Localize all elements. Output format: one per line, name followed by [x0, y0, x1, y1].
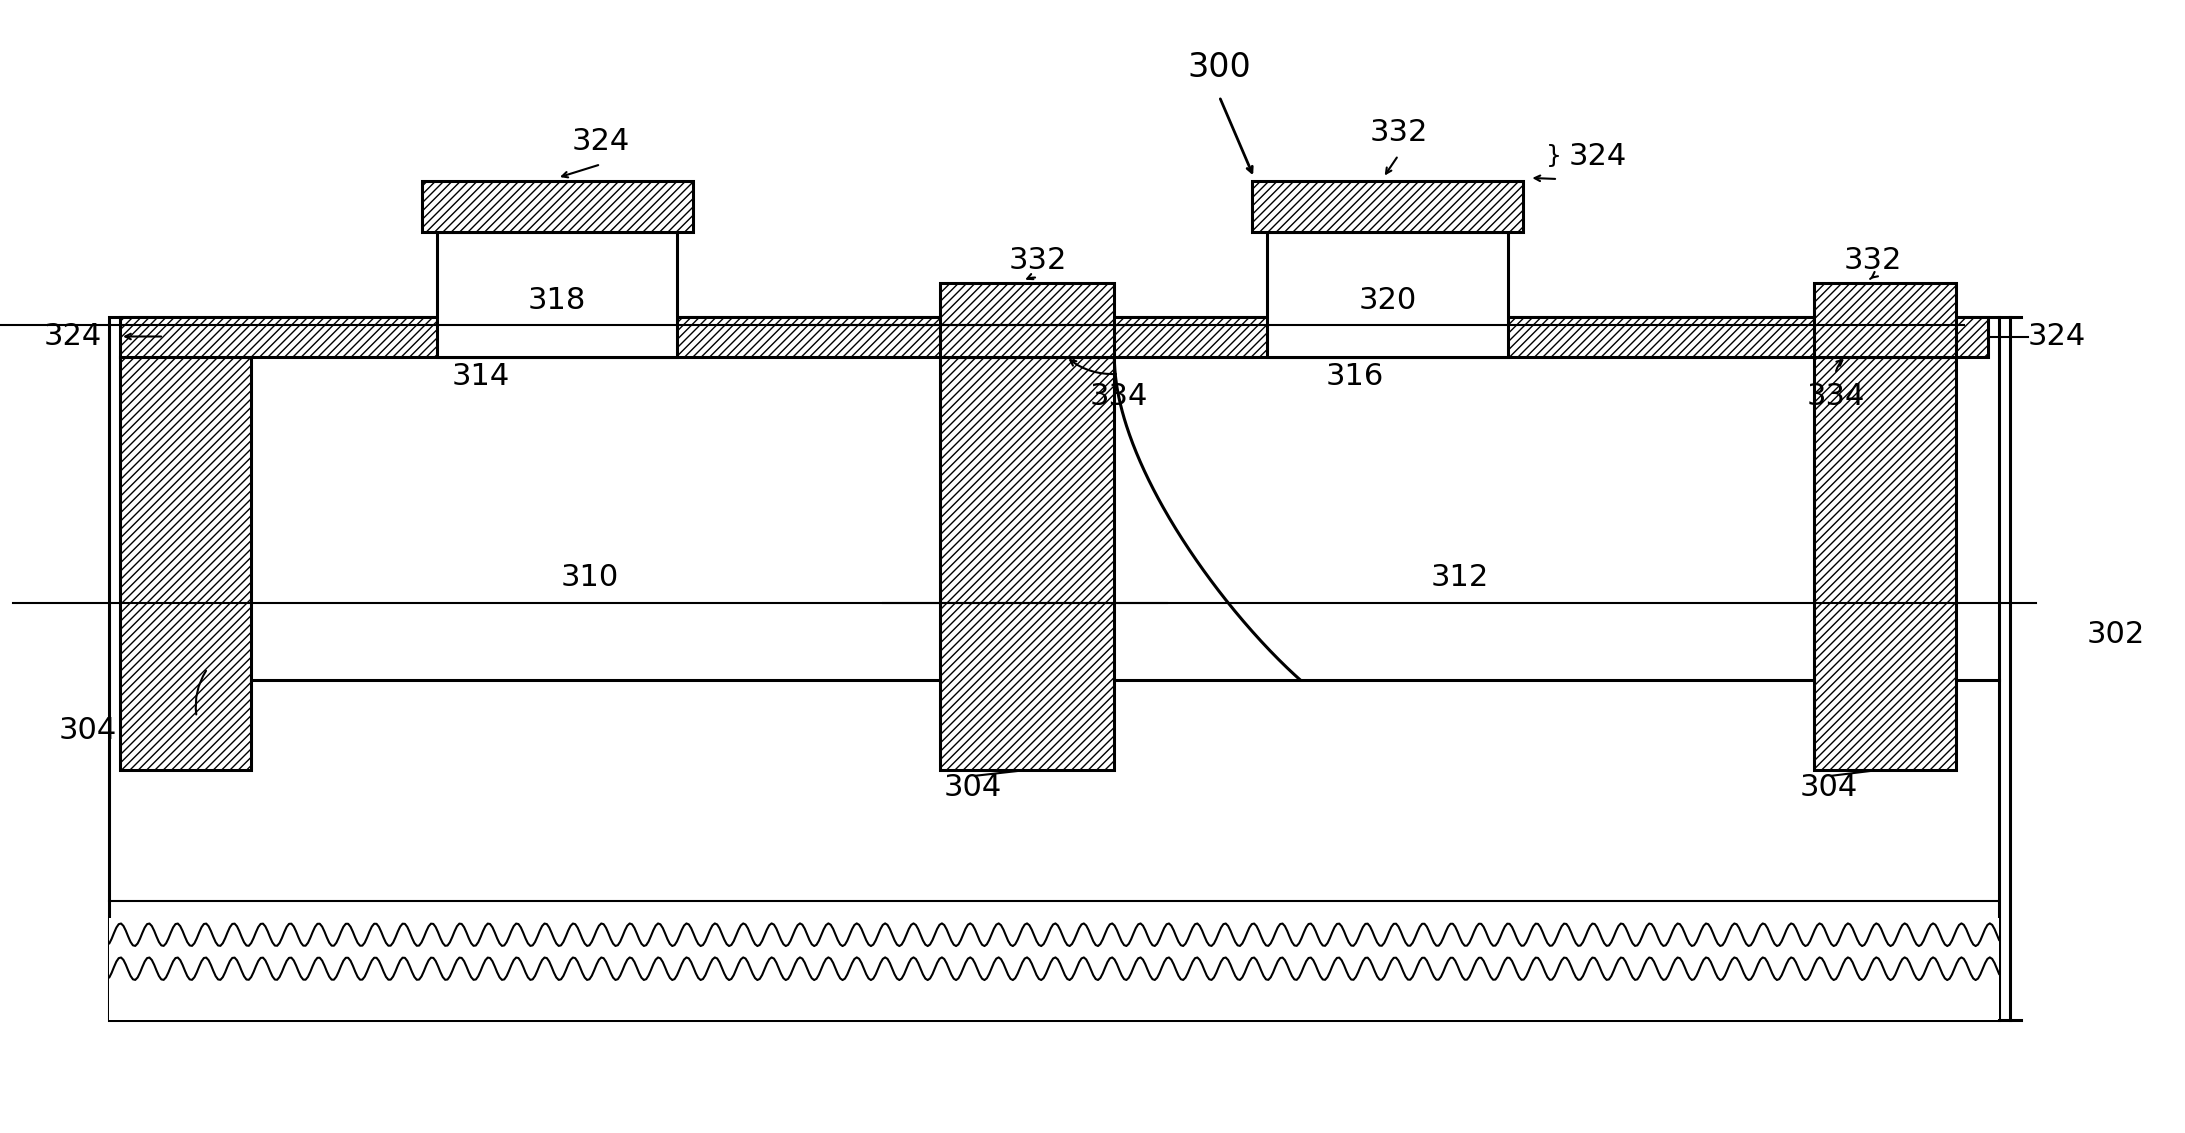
Bar	[1252, 181, 1523, 232]
Bar	[109, 317, 1999, 1020]
Text: 332: 332	[1009, 246, 1066, 275]
Bar	[120, 357, 251, 770]
Bar	[120, 317, 1988, 357]
Text: 304: 304	[944, 773, 1001, 802]
Bar	[940, 283, 1114, 357]
Text: 324: 324	[572, 127, 629, 156]
Text: 314: 314	[452, 361, 509, 391]
Text: 320: 320	[1359, 286, 1416, 315]
Text: 324: 324	[44, 322, 103, 351]
Text: 304: 304	[1800, 773, 1857, 802]
Text: 302: 302	[2087, 620, 2146, 649]
Text: 334: 334	[1090, 382, 1147, 411]
Text: 312: 312	[1431, 563, 1488, 593]
Text: 304: 304	[59, 716, 116, 746]
Bar	[1814, 357, 1956, 770]
Text: 324: 324	[2028, 322, 2087, 351]
Text: 300: 300	[1186, 51, 1252, 85]
Text: 316: 316	[1326, 361, 1383, 391]
Text: 318: 318	[529, 286, 586, 315]
Text: 332: 332	[1844, 246, 1901, 275]
Bar	[940, 357, 1114, 770]
Text: }: }	[1547, 144, 1562, 169]
Bar	[437, 232, 677, 357]
Bar	[109, 918, 1999, 1020]
Bar	[1267, 232, 1508, 357]
Bar	[422, 181, 693, 232]
Text: 334: 334	[1807, 382, 1864, 411]
Text: 324: 324	[1569, 142, 1628, 171]
Text: 332: 332	[1370, 118, 1427, 147]
Bar	[1814, 283, 1956, 357]
Text: 310: 310	[562, 563, 618, 593]
